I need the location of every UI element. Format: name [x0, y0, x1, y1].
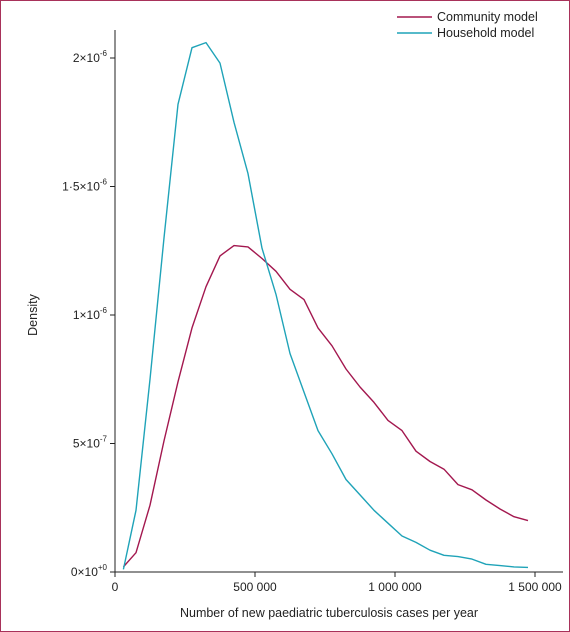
x-tick-label: 1 000 000	[368, 580, 422, 594]
y-axis-title: Density	[26, 293, 40, 335]
y-tick-mantissa: 2×10	[73, 51, 100, 65]
y-tick-label: 0×10+0	[71, 563, 108, 579]
legend-label: Community model	[437, 10, 538, 24]
x-tick-label: 0	[112, 580, 119, 594]
series-lines	[122, 41, 529, 570]
y-tick-exponent: -6	[100, 306, 108, 315]
y-tick-label: 1·5×10-6	[62, 178, 107, 194]
y-tick-mantissa: 0×10	[71, 565, 98, 579]
y-tick-exponent: -7	[100, 435, 108, 444]
y-tick-mantissa: 5×10	[73, 437, 100, 451]
axes	[114, 30, 563, 573]
y-tick-mantissa: 1·5×10	[62, 180, 100, 194]
x-ticks: 0 500 000 1 000 000 1 500 000	[112, 572, 562, 594]
y-tick-exponent: -6	[100, 49, 108, 58]
y-tick-mantissa: 1×10	[73, 308, 100, 322]
y-tick-exponent: -6	[100, 178, 108, 187]
y-tick-label: 2×10-6	[73, 49, 108, 65]
legend: Community model Household model	[397, 10, 538, 40]
series-line-community	[122, 244, 529, 568]
y-tick-label: 5×10-7	[73, 435, 108, 451]
y-tick-label: 1×10-6	[73, 306, 108, 322]
y-ticks: 0×10+05×10-71×10-61·5×10-62×10-6	[62, 49, 115, 579]
series-line-household	[122, 41, 529, 570]
y-tick-exponent: +0	[98, 563, 108, 572]
legend-label: Household model	[437, 26, 534, 40]
x-axis-title: Number of new paediatric tuberculosis ca…	[180, 606, 478, 620]
x-tick-label: 1 500 000	[508, 580, 562, 594]
x-tick-label: 500 000	[233, 580, 277, 594]
